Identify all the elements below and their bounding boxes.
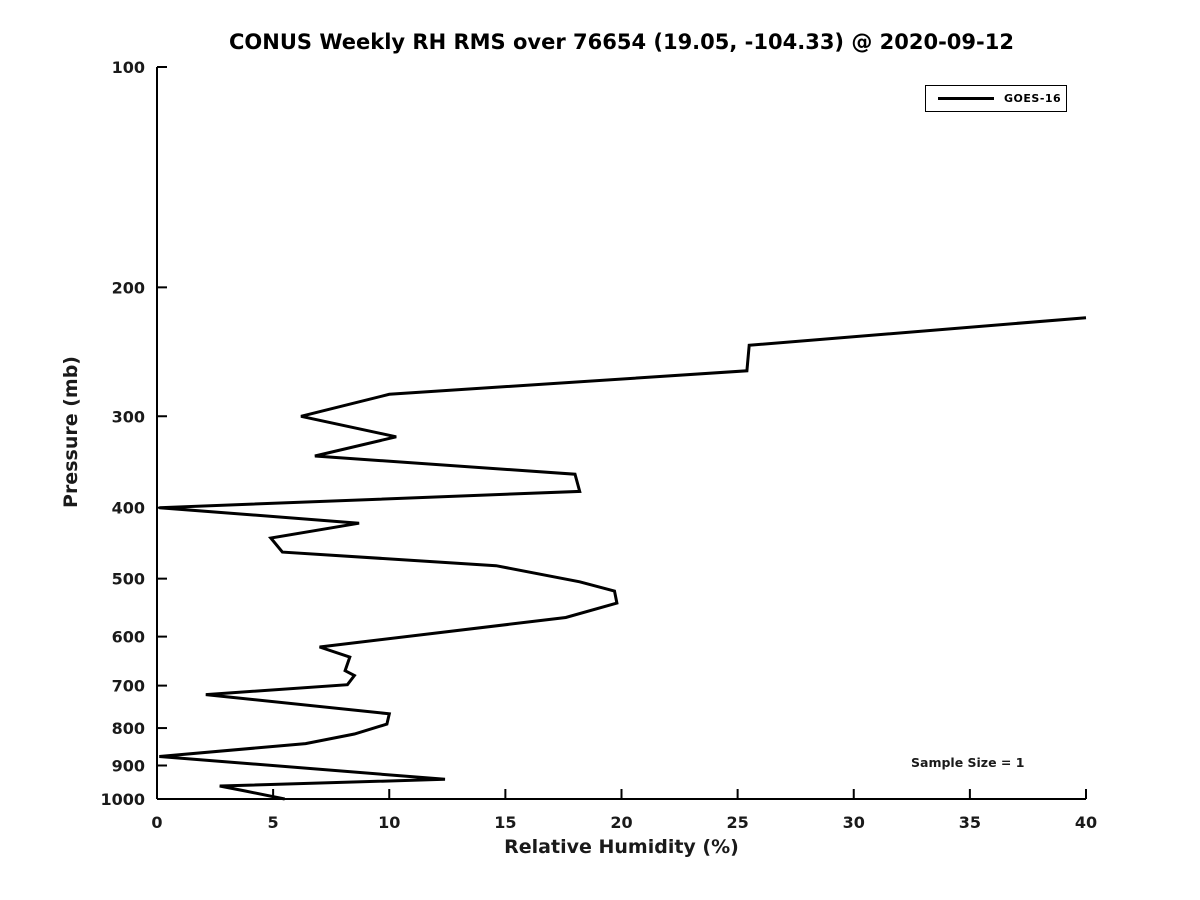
x-tick-label: 30 (843, 813, 865, 832)
sample-size-annotation: Sample Size = 1 (911, 755, 1025, 770)
chart-title: CONUS Weekly RH RMS over 76654 (19.05, -… (229, 30, 1014, 54)
y-tick-label: 600 (112, 628, 145, 647)
x-tick-label: 35 (959, 813, 981, 832)
y-tick-label: 900 (112, 757, 145, 776)
y-tick-label: 100 (112, 58, 145, 77)
legend-label: GOES-16 (1004, 92, 1062, 105)
y-tick-label: 200 (112, 278, 145, 297)
y-tick-label: 300 (112, 407, 145, 426)
y-tick-label: 1000 (100, 790, 145, 809)
x-tick-label: 25 (726, 813, 748, 832)
goes16-rh-rms-line (159, 316, 1087, 801)
x-tick-label: 10 (378, 813, 400, 832)
x-axis-label: Relative Humidity (%) (504, 836, 739, 858)
y-tick-label: 400 (112, 499, 145, 518)
x-tick-label: 40 (1075, 813, 1097, 832)
x-tick-label: 5 (268, 813, 279, 832)
y-tick-label: 700 (112, 677, 145, 696)
y-tick-label: 500 (112, 570, 145, 589)
y-tick-label: 800 (112, 719, 145, 738)
legend: GOES-16 (925, 85, 1067, 112)
x-tick-label: 20 (610, 813, 632, 832)
legend-line-sample (938, 97, 994, 100)
x-tick-label: 15 (494, 813, 516, 832)
x-tick-label: 0 (151, 813, 162, 832)
